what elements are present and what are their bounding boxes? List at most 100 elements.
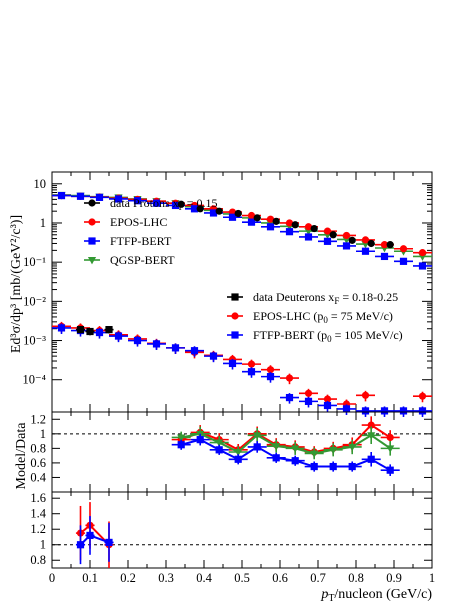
qgsp-ratio-marker — [253, 432, 262, 440]
legend-marker-protons_qgsp — [87, 257, 97, 265]
legend-marker-protons_ftfp — [88, 237, 96, 245]
deut_ftfp-marker — [361, 407, 370, 415]
ratio1-y-tick-label: 0.4 — [30, 470, 46, 484]
protons_epos-marker — [361, 236, 370, 244]
legend-marker-deut_ftfp — [231, 331, 239, 339]
ftfp-ratio-marker — [386, 466, 394, 474]
ratio2-y-tick-label: 0.8 — [30, 553, 46, 567]
deut_ftfp-marker — [266, 373, 275, 381]
legend-label-protons_epos: EPOS-LHC — [110, 215, 167, 229]
protons_ftfp-marker — [304, 233, 313, 241]
ftfp-deut-ratio-line — [79, 534, 110, 546]
ftfp-ratio-marker — [215, 446, 223, 454]
spectra-y-tick-label: 10⁻³ — [23, 334, 46, 348]
deut_ftfp-marker — [399, 407, 408, 415]
ftfp-deut-ratio-marker — [76, 541, 85, 549]
legend-marker-protons_data — [88, 199, 96, 207]
protons_epos-marker — [285, 219, 294, 227]
protons_data-marker — [310, 224, 318, 233]
protons_ftfp-marker — [57, 191, 66, 200]
deut_epos-marker — [361, 391, 370, 399]
deut_ftfp-marker — [209, 352, 218, 360]
deut_ftfp-marker — [380, 407, 389, 415]
protons_ftfp-marker — [190, 205, 199, 213]
ftfp-ratio-marker — [291, 457, 299, 465]
deut_ftfp-marker — [418, 407, 427, 415]
deut_data-marker — [105, 326, 113, 334]
protons_data-marker — [386, 241, 394, 249]
ftfp-ratio-marker — [177, 441, 185, 449]
x-tick-label: 0.2 — [120, 571, 136, 585]
epos-ratio-marker — [367, 421, 375, 429]
protons_ftfp-marker — [342, 242, 351, 250]
protons_ftfp-marker — [285, 228, 294, 236]
qgsp-ratio-marker — [310, 450, 319, 458]
ftfp-ratio-marker — [253, 443, 261, 451]
x-tick-label: 0.5 — [234, 571, 250, 585]
protons_epos-marker — [418, 249, 427, 257]
qgsp-ratio-marker — [215, 439, 224, 447]
spectra-y-tick-label: 10⁻⁴ — [23, 373, 46, 387]
deut_epos-marker — [266, 366, 275, 374]
deut_epos-marker — [247, 360, 256, 368]
qgsp-ratio-marker — [386, 445, 395, 453]
protons_ftfp-marker — [114, 195, 123, 203]
spectra-y-tick-label: 10⁻² — [23, 294, 46, 308]
legend-label-protons_ftfp: FTFP-BERT — [110, 234, 172, 248]
deut_ftfp-marker — [57, 324, 66, 332]
x-tick-label: 0.7 — [310, 571, 326, 585]
protons_ftfp-marker — [171, 201, 180, 210]
legend-marker-deut_epos — [231, 312, 239, 320]
deut_data-marker — [76, 326, 85, 334]
legend-label-deut_epos: EPOS-LHC (p0 = 75 MeV/c) — [253, 309, 393, 325]
legend-marker-deut_data — [231, 293, 239, 301]
epos-ratio-marker — [386, 433, 394, 442]
protons_data-marker — [348, 236, 356, 244]
protons_ftfp-marker — [266, 223, 275, 231]
deut_ftfp-marker — [114, 332, 123, 340]
protons_epos-marker — [304, 223, 313, 231]
qgsp-ratio-marker — [367, 432, 376, 440]
ftfp-ratio-marker — [234, 455, 242, 463]
proton-ratio-panel: 0.40.60.811.2 — [30, 411, 433, 493]
protons_ftfp-marker — [76, 192, 85, 200]
protons_ftfp-marker — [152, 199, 161, 207]
protons_data-marker — [234, 209, 242, 218]
ratio2-y-tick-label: 1.4 — [30, 507, 46, 521]
protons_data-marker — [196, 205, 204, 213]
ratio2-y-tick-label: 1 — [40, 538, 46, 552]
x-axis-title: pT/nucleon (GeV/c) — [320, 587, 432, 604]
protons_epos-marker — [399, 245, 408, 253]
qgsp-ratio-marker — [272, 443, 281, 451]
deut_ftfp-marker — [152, 340, 161, 348]
ratio1-y-tick-label: 0.8 — [30, 441, 46, 455]
protons_ftfp-marker — [133, 197, 142, 205]
ftfp-ratio-marker — [348, 462, 356, 471]
spectra-y-tick-label: 1 — [40, 216, 46, 230]
protons_data-marker — [367, 239, 375, 248]
legend-label-protons_data: data Protons xF = 0.15 — [110, 196, 217, 212]
legend-label-deut_data: data Deuterons xF = 0.18-0.25 — [253, 290, 398, 306]
protons_epos-marker — [323, 227, 332, 235]
protons_ftfp-marker — [209, 209, 218, 217]
protons_ftfp-marker — [228, 213, 237, 221]
qgsp-ratio-marker — [348, 443, 357, 452]
ratio2-y-tick-label: 1.6 — [30, 491, 46, 505]
deut_ftfp-marker — [228, 359, 237, 368]
qgsp-ratio-marker — [177, 434, 186, 442]
x-tick-label: 0.9 — [386, 571, 402, 585]
x-tick-label: 0.3 — [158, 571, 174, 585]
protons_epos-marker — [247, 211, 256, 220]
protons_qgsp-marker — [304, 228, 313, 236]
deut_ftfp-marker — [342, 405, 351, 413]
deut_data-marker — [86, 327, 94, 336]
protons_epos-marker — [342, 231, 351, 240]
x-tick-label: 0.1 — [82, 571, 98, 585]
ftfp-ratio-marker — [367, 455, 375, 463]
legend-marker-protons_epos — [88, 218, 96, 226]
protons_ftfp-marker — [418, 262, 427, 270]
protons_data-marker — [272, 217, 280, 225]
protons_epos-marker — [266, 215, 275, 223]
deut_ftfp-marker — [171, 344, 180, 352]
